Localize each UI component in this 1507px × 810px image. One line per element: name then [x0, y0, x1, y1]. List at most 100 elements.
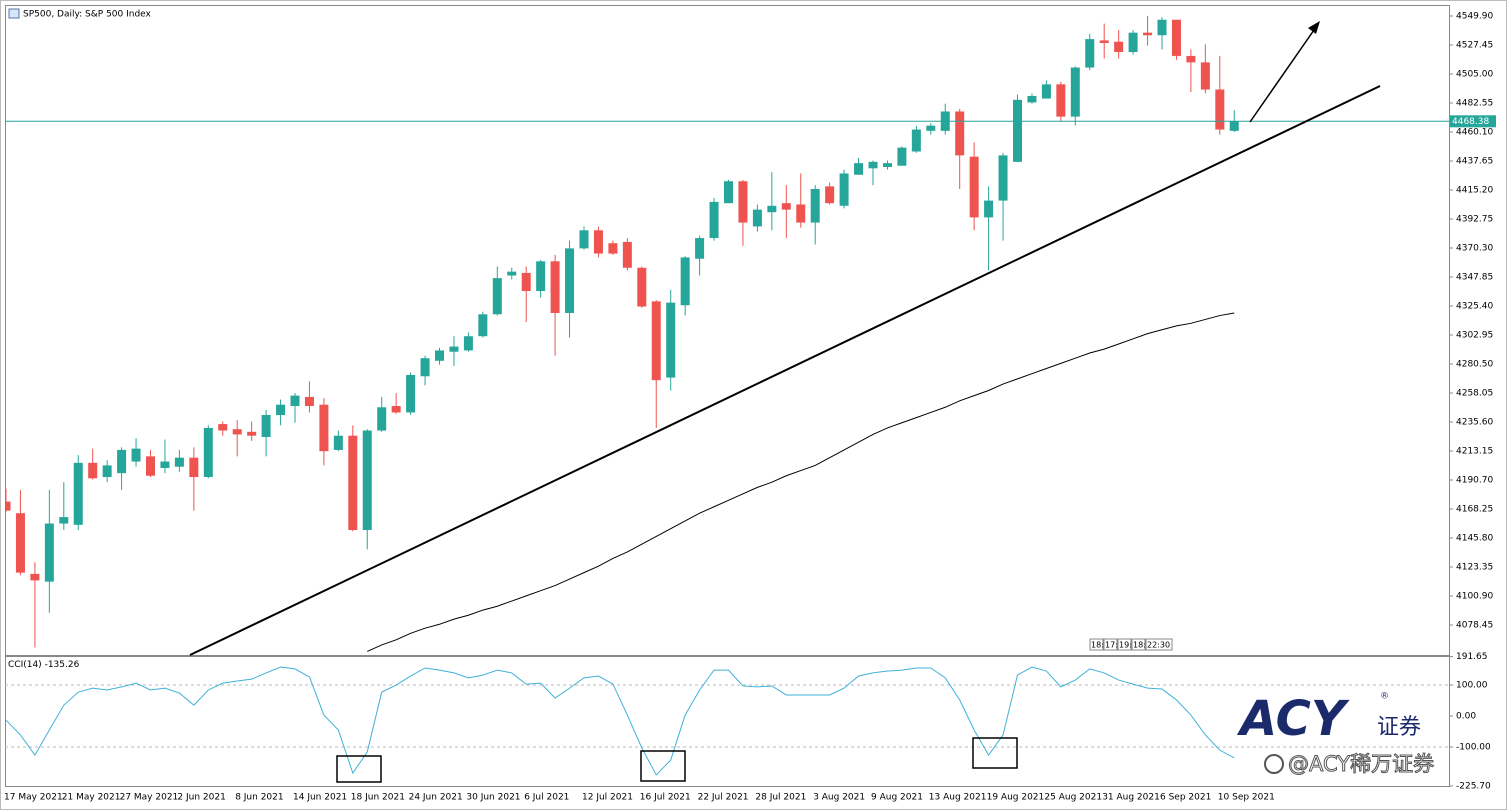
- y-tick-label: 4482.55: [1456, 99, 1493, 109]
- logo: ACY: [1236, 691, 1350, 747]
- candle-body: [738, 181, 748, 223]
- x-tick-label: 28 Jul 2021: [755, 793, 806, 803]
- candle-body: [146, 456, 155, 476]
- candle-body: [290, 395, 300, 406]
- candle-body: [969, 156, 979, 218]
- candle-body: [911, 129, 921, 152]
- highlight-box: [972, 737, 1018, 769]
- y-tick-label: 4527.45: [1456, 41, 1493, 51]
- candle-body: [362, 430, 372, 530]
- x-tick-label: 10 Sep 2021: [1218, 793, 1275, 803]
- candle-body: [637, 267, 647, 307]
- candle-body: [550, 261, 560, 313]
- x-tick-label: 18 Jun 2021: [351, 793, 405, 803]
- candle-body: [1171, 19, 1181, 56]
- y-tick-label: 4325.40: [1456, 302, 1493, 312]
- x-tick-label: 6 Sep 2021: [1160, 793, 1211, 803]
- y-tick-label: 4168.25: [1456, 505, 1493, 515]
- x-tick-label: 31 Aug 2021: [1102, 793, 1160, 803]
- watermark-handle: @ACY稀万证券: [1288, 752, 1434, 776]
- y-tick-label: 4123.35: [1456, 563, 1493, 573]
- y-tick-label: -225.70: [1456, 782, 1491, 792]
- y-tick-label: 4280.50: [1456, 360, 1493, 370]
- time-tag: 18:: [1091, 641, 1104, 650]
- weibo-icon: [1264, 754, 1284, 774]
- x-tick-label: 17 May 2021: [4, 793, 63, 803]
- candle-body: [536, 261, 546, 292]
- candle-body: [724, 181, 733, 204]
- candle-body: [406, 374, 416, 413]
- y-tick-label: 4549.90: [1456, 12, 1493, 22]
- candle-body: [1157, 19, 1167, 36]
- y-tick-label: 191.65: [1456, 652, 1488, 662]
- candle-body: [1070, 67, 1080, 117]
- candle-body: [59, 517, 69, 524]
- time-tag-box: [1131, 638, 1146, 651]
- x-tick-label: 27 May 2021: [120, 793, 179, 803]
- candle-body: [117, 449, 127, 474]
- y-tick-label: 4370.30: [1456, 244, 1493, 254]
- candle-body: [608, 243, 618, 254]
- candle-body: [319, 404, 329, 452]
- indicator-title: CCI(14) -135.26: [8, 660, 80, 670]
- y-tick-label: 4258.05: [1456, 389, 1493, 399]
- candle-body: [348, 435, 358, 530]
- candle-body: [30, 573, 40, 581]
- candle-body: [752, 209, 762, 227]
- y-tick-label: 4392.75: [1456, 215, 1493, 225]
- candle-body: [796, 204, 806, 223]
- candle-body: [377, 407, 387, 431]
- candle-body: [131, 448, 141, 462]
- x-tick-label: 24 Jun 2021: [409, 793, 463, 803]
- candle-body: [767, 205, 777, 213]
- candle-body: [781, 203, 791, 210]
- candle-body: [1056, 84, 1066, 117]
- candle-body: [478, 314, 488, 337]
- candle-body: [333, 435, 343, 450]
- series-line: [367, 312, 1235, 652]
- panel-marks: [5, 666, 1449, 776]
- x-tick-label: 13 Aug 2021: [929, 793, 987, 803]
- candle-body: [882, 163, 892, 168]
- candle-body: [88, 462, 98, 479]
- candle-body: [680, 257, 690, 306]
- y-tick-label: 4190.70: [1456, 476, 1493, 486]
- panel-marks: [5, 15, 1239, 652]
- time-tag-box: [1145, 638, 1173, 651]
- candle-body: [174, 457, 184, 467]
- candle-body: [391, 405, 401, 413]
- candle-body: [695, 238, 705, 259]
- candle-body: [709, 201, 719, 239]
- y-tick-label: 4505.00: [1456, 70, 1493, 80]
- x-tick-label: 9 Aug 2021: [871, 793, 923, 803]
- y-tick-label: -100.00: [1456, 743, 1491, 753]
- candle-body: [1128, 32, 1138, 53]
- candle-body: [984, 200, 994, 218]
- y-tick-label: 4145.80: [1456, 534, 1493, 544]
- candle-body: [565, 248, 575, 313]
- candle-body: [593, 230, 603, 254]
- trend-line: [189, 85, 1381, 656]
- candle-body: [1099, 40, 1109, 44]
- time-tag: 22:30: [1147, 641, 1170, 650]
- candle-body: [868, 161, 878, 169]
- watermark: ACY 证券 ® @ACY稀万证券: [1236, 691, 1435, 777]
- candle-body: [5, 501, 11, 511]
- arrow-head: [1308, 21, 1320, 34]
- plot-layer: 4549.90 4527.45 4505.00 4482.55 4460.10 4437.…: [4, 12, 1496, 803]
- highlight-box: [336, 755, 382, 783]
- candle-body: [435, 350, 444, 361]
- y-tick-label: 4347.85: [1456, 273, 1493, 283]
- candle-body: [955, 111, 965, 156]
- y-tick-label: 4415.20: [1456, 186, 1493, 196]
- candle-body: [1041, 84, 1051, 99]
- x-tick-label: 19 Aug 2021: [987, 793, 1045, 803]
- candle-body: [15, 513, 25, 573]
- x-tick-label: 6 Jul 2021: [524, 793, 569, 803]
- candle-body: [102, 465, 112, 478]
- highlight-box: [640, 750, 686, 782]
- candle-body: [926, 125, 936, 131]
- series-line: [5, 666, 1235, 776]
- candle-body: [825, 186, 835, 204]
